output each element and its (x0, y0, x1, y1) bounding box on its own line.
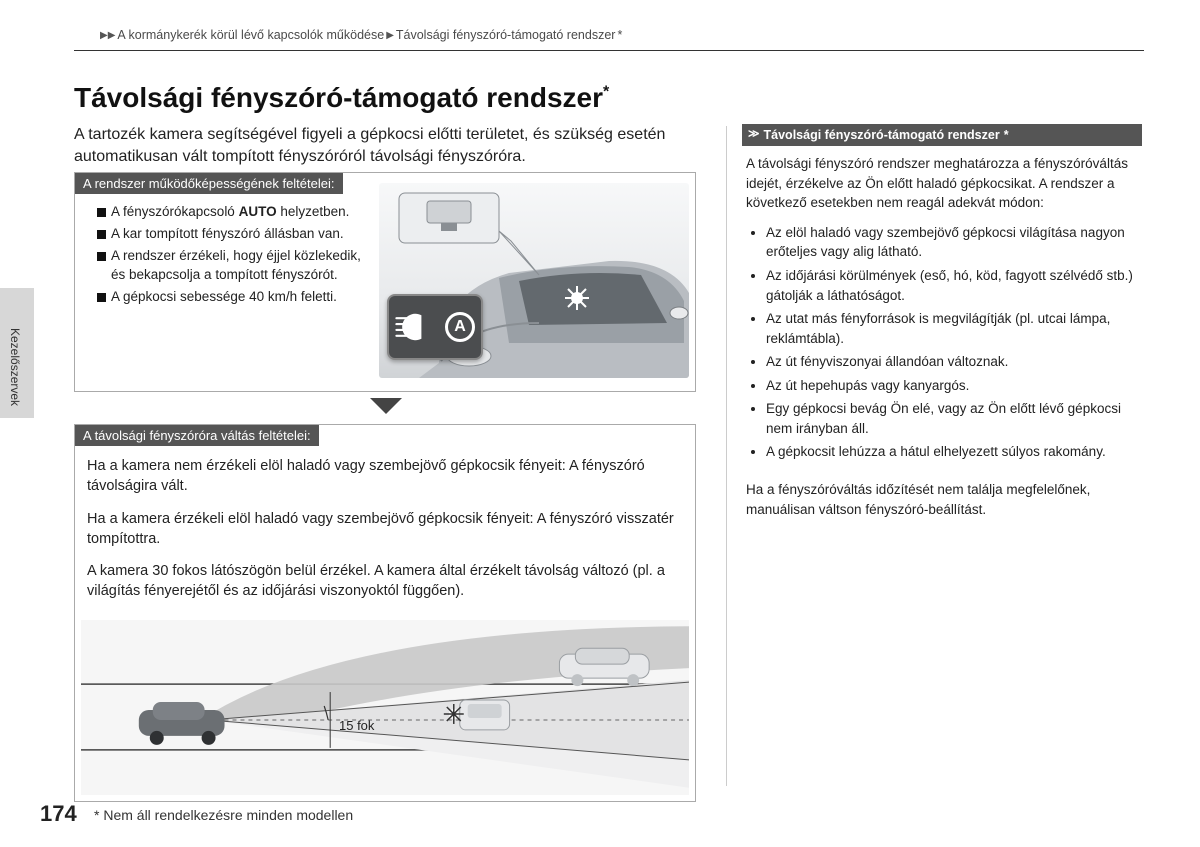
intro-paragraph: A tartozék kamera segítségével figyeli a… (74, 124, 696, 167)
chevron-right-icon: ▶ (386, 30, 394, 41)
page-number: 174 (40, 801, 77, 827)
sidebar-intro: A távolsági fényszóró rendszer meghatáro… (746, 154, 1138, 213)
page-title-asterisk: * (603, 84, 609, 101)
requirements-list: A fényszórókapcsoló AUTO helyzetben. A k… (83, 203, 363, 310)
switching-p1: Ha a kamera nem érzékeli elöl haladó vag… (87, 456, 683, 497)
angle-label: 15 fok (339, 718, 374, 733)
column-divider (726, 126, 727, 786)
sidebar-item: Az út hepehupás vagy kanyargós. (766, 376, 1138, 396)
breadcrumb: ▶▶ A kormánykerék körül lévő kapcsolók m… (100, 28, 622, 42)
bullet-square-icon (97, 230, 106, 239)
chevron-right-icon: ≫ (748, 127, 760, 143)
sidebar-heading: ≫ Távolsági fényszóró-támogató rendszer … (742, 124, 1142, 146)
sidebar-item: Egy gépkocsi bevág Ön elé, vagy az Ön el… (766, 399, 1138, 438)
requirement-item: A gépkocsi sebessége 40 km/h feletti. (83, 288, 363, 306)
page-title-text: Távolsági fényszóró-támogató rendszer (74, 82, 603, 113)
auto-letter: A (445, 312, 475, 342)
chevron-right-icon: ▶▶ (100, 30, 115, 41)
camera-car-illustration: A (379, 183, 689, 378)
section-tab-label: Kezelőszervek (8, 328, 22, 406)
breadcrumb-asterisk: * (617, 28, 622, 42)
switching-p2: Ha a kamera érzékeli elöl haladó vagy sz… (87, 509, 683, 550)
auto-highbeam-badge: A (387, 294, 483, 360)
footnote: * Nem áll rendelkezésre minden modellen (94, 807, 353, 823)
sidebar-heading-asterisk: * (1004, 126, 1009, 144)
breadcrumb-seg-2: Távolsági fényszóró-támogató rendszer (396, 28, 616, 42)
switching-box: A távolsági fényszóróra váltás feltétele… (74, 424, 696, 802)
sidebar-item: A gépkocsit lehúzza a hátul elhelyezett … (766, 442, 1138, 462)
section-tab: Kezelőszervek (0, 288, 34, 418)
page-title: Távolsági fényszóró-támogató rendszer* (74, 82, 609, 114)
beam-angle-diagram: 15 fok (81, 620, 689, 795)
sidebar-heading-text: Távolsági fényszóró-támogató rendszer (764, 126, 1000, 144)
sidebar-item: Az időjárási körülmények (eső, hó, köd, … (766, 266, 1138, 305)
rule-top (74, 50, 1144, 51)
sidebar-closing: Ha a fényszóróváltás időzítését nem talá… (746, 480, 1138, 519)
switching-p3: A kamera 30 fokos látószögön belül érzék… (87, 561, 683, 602)
requirement-item: A rendszer érzékeli, hogy éjjel közleked… (83, 247, 363, 283)
arrow-down-icon (370, 398, 402, 414)
bullet-square-icon (97, 208, 106, 217)
info-sidebar: ≫ Távolsági fényszóró-támogató rendszer … (742, 124, 1142, 529)
sidebar-item: Az út fényviszonyai állandóan változnak. (766, 352, 1138, 372)
requirements-box: A rendszer működőképességének feltételei… (74, 172, 696, 392)
sidebar-item: Az utat más fényforrások is megvilágítjá… (766, 309, 1138, 348)
bullet-square-icon (97, 252, 106, 261)
sidebar-item: Az elöl haladó vagy szembejövő gépkocsi … (766, 223, 1138, 262)
sidebar-list: Az elöl haladó vagy szembejövő gépkocsi … (766, 223, 1138, 462)
requirement-item: A fényszórókapcsoló AUTO helyzetben. (83, 203, 363, 221)
breadcrumb-seg-1: A kormánykerék körül lévő kapcsolók műkö… (117, 28, 384, 42)
requirements-heading: A rendszer működőképességének feltételei… (75, 173, 343, 194)
highbeam-icon (395, 310, 439, 344)
switching-heading: A távolsági fényszóróra váltás feltétele… (75, 425, 319, 446)
requirement-item: A kar tompított fényszóró állásban van. (83, 225, 363, 243)
bullet-square-icon (97, 293, 106, 302)
